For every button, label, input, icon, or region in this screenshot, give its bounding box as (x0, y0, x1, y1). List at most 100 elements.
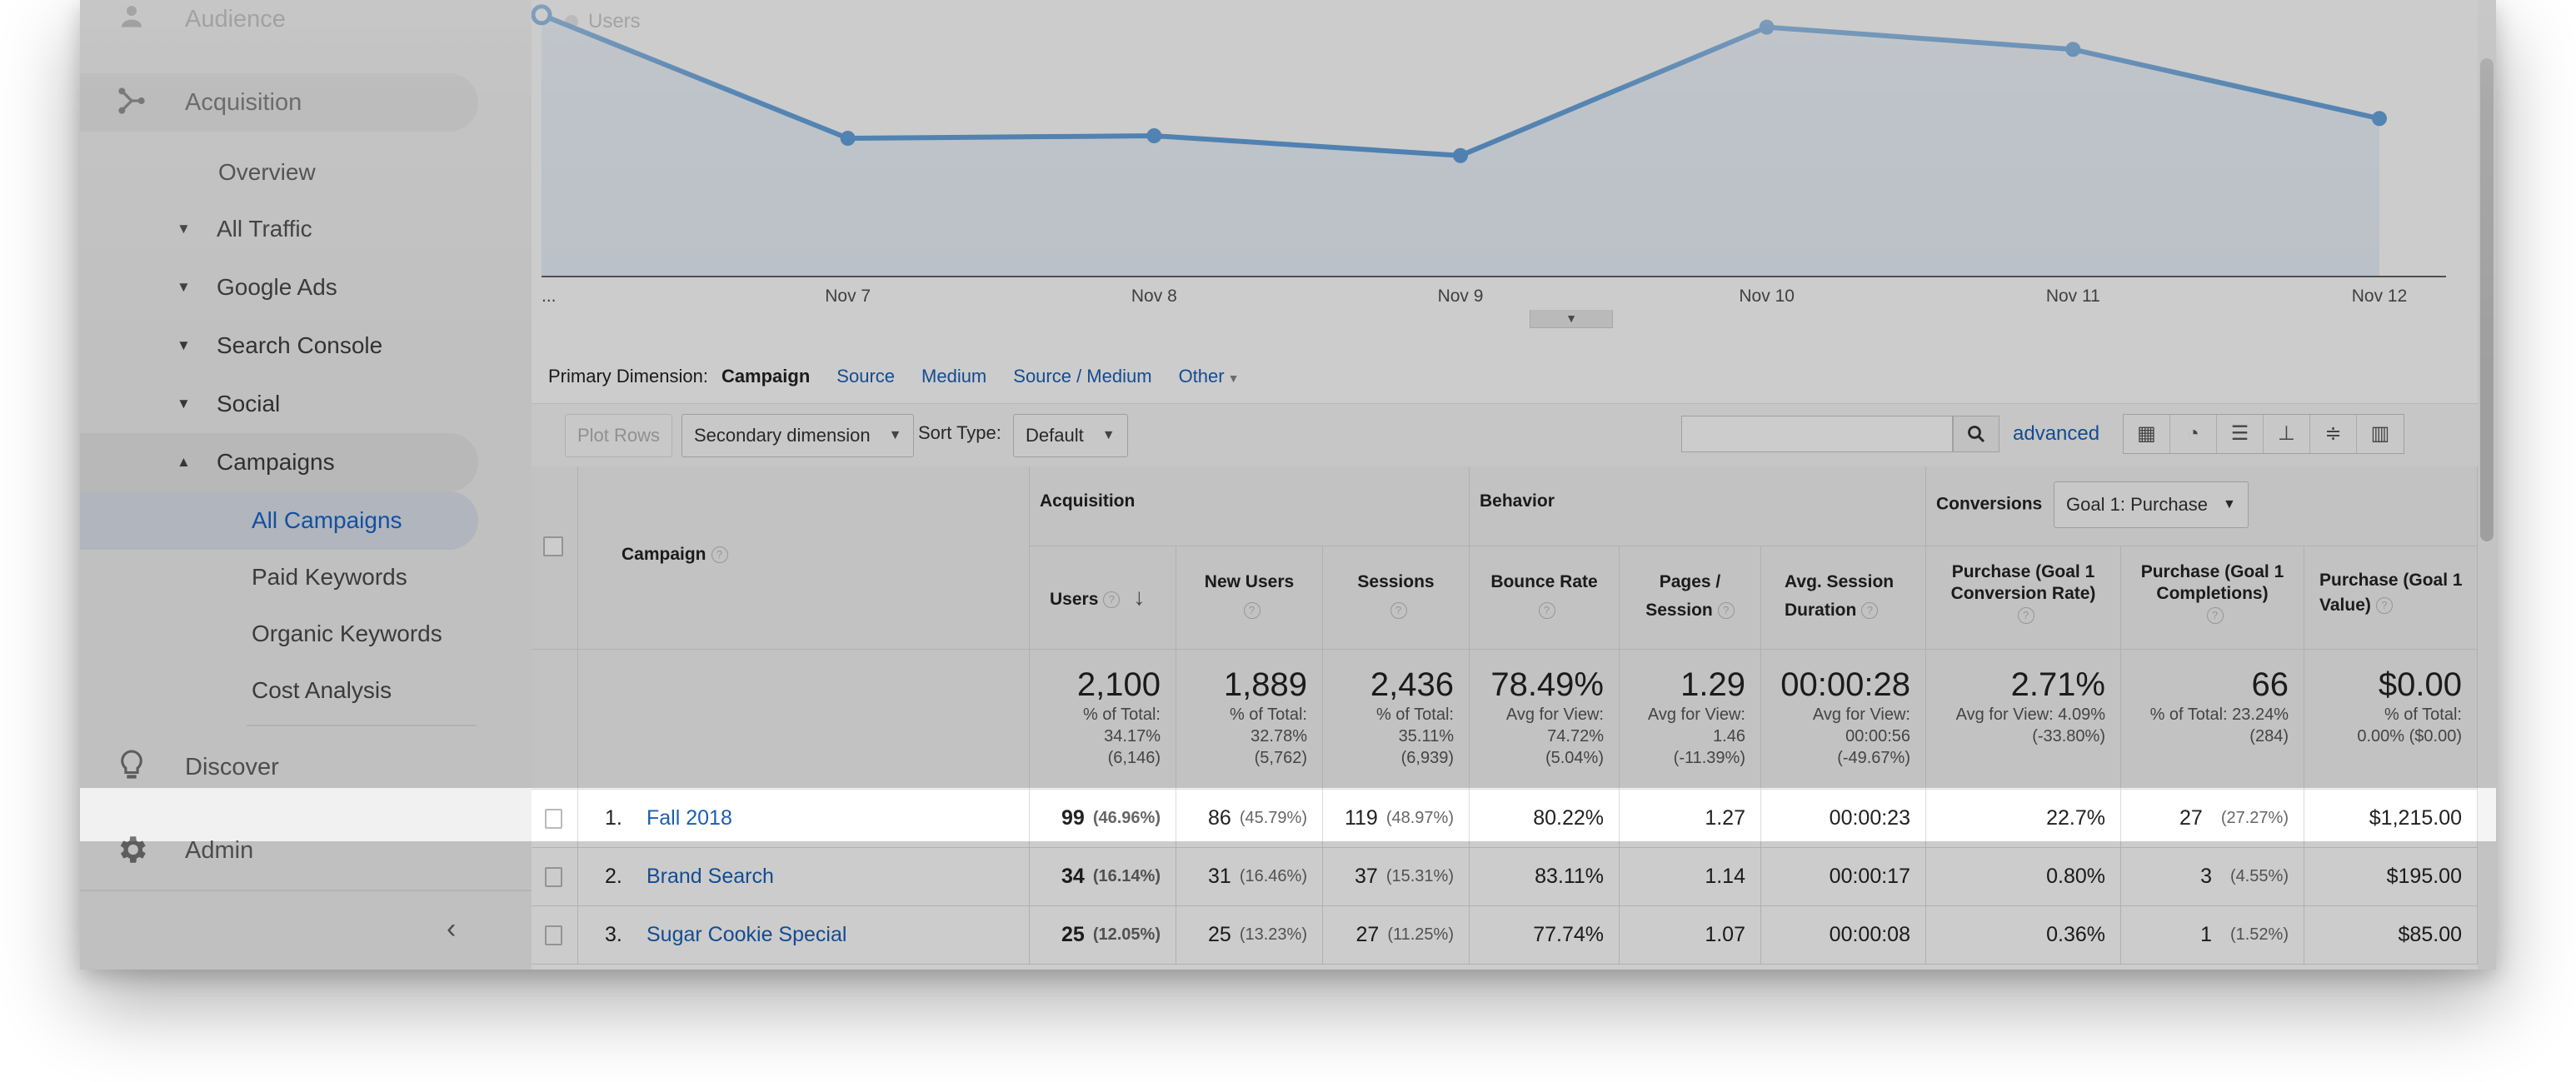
sidebar-item-search-console[interactable]: ▼ Search Console (80, 317, 478, 375)
goal-value-cell: $1,215.00 (2304, 790, 2478, 848)
row-checkbox[interactable] (545, 866, 562, 887)
dimension-other-label: Other (1178, 366, 1225, 386)
help-icon[interactable]: ? (1390, 602, 1407, 620)
goal-value-cell: $195.00 (2304, 848, 2478, 906)
goal-select[interactable]: Goal 1: Purchase ▼ (2054, 481, 2249, 528)
sort-type-select[interactable]: Default ▼ (1013, 414, 1128, 457)
completions-percent: (1.52%) (2229, 925, 2289, 944)
totals-check-cell (532, 650, 578, 790)
campaign-link[interactable]: Fall 2018 (646, 806, 732, 830)
table-view-switcher: ▦ ◔ ☰ ⊥ ≑ ▥ (2123, 414, 2404, 454)
total-conversion-rate-value: 2.71% (2010, 666, 2105, 703)
users-cell: 99 (46.96%) (1030, 790, 1176, 848)
dimension-link-source[interactable]: Source (836, 366, 896, 386)
row-checkbox[interactable] (545, 925, 562, 945)
help-icon[interactable]: ? (2375, 597, 2393, 615)
term-cloud-view-icon[interactable]: ≑ (2310, 415, 2357, 453)
total-conversion-rate-subtext: (-33.80%) (2032, 727, 2105, 745)
campaign-link[interactable]: Brand Search (646, 865, 774, 888)
pages-session-header-label: Pages / Session (1645, 572, 1721, 620)
goal-value-column-header[interactable]: Purchase (Goal 1 Value)? (2304, 546, 2478, 650)
collapse-sidebar-chevron-icon[interactable]: ‹ (447, 913, 457, 945)
chart-point[interactable] (2372, 111, 2387, 127)
sidebar-item-all-traffic[interactable]: ▼ All Traffic (80, 200, 478, 258)
pivot-view-icon[interactable]: ▥ (2370, 422, 2390, 445)
help-icon[interactable]: ? (2206, 607, 2224, 625)
dimension-link-source-medium[interactable]: Source / Medium (1013, 366, 1152, 386)
sidebar-item-cost-analysis[interactable]: Cost Analysis (80, 661, 478, 720)
scrollbar-thumb[interactable] (2480, 58, 2494, 541)
campaign-link[interactable]: Sugar Cookie Special (646, 923, 847, 946)
sessions-column-header[interactable]: Sessions? (1323, 546, 1470, 650)
chart-point[interactable] (1453, 147, 1468, 163)
sidebar-item-campaigns[interactable]: ▲ Campaigns (80, 433, 478, 491)
sessions-percent: (15.31%) (1385, 867, 1454, 885)
performance-view-icon[interactable]: ☰ (2217, 415, 2264, 453)
dimension-link-medium[interactable]: Medium (921, 366, 987, 386)
completions-percent: (4.55%) (2229, 867, 2289, 885)
sidebar-item-audience[interactable]: Audience (80, 0, 478, 48)
secondary-dimension-label: Secondary dimension (694, 425, 871, 446)
bounce-rate-column-header[interactable]: Bounce Rate? (1470, 546, 1620, 650)
sidebar-item-admin[interactable]: Admin (80, 821, 478, 880)
row-checkbox[interactable] (545, 808, 562, 829)
search-button[interactable] (1953, 416, 1999, 452)
advanced-filter-link[interactable]: advanced (2013, 422, 2100, 445)
sidebar-item-all-campaigns[interactable]: All Campaigns (80, 491, 478, 550)
sidebar-item-discover[interactable]: Discover (80, 738, 478, 796)
help-icon[interactable]: ? (1538, 602, 1555, 620)
chart-x-tick-label: Nov 10 (1739, 287, 1795, 306)
help-icon[interactable]: ? (1103, 591, 1121, 609)
goal-value-value: $195.00 (2386, 865, 2462, 888)
conversion-rate-value: 0.80% (2046, 865, 2105, 888)
conversion-rate-cell: 0.80% (1926, 848, 2121, 906)
table-search-input[interactable] (1681, 416, 1953, 452)
completions-column-header[interactable]: Purchase (Goal 1 Completions)? (2121, 546, 2304, 650)
secondary-dimension-select[interactable]: Secondary dimension ▼ (681, 414, 915, 457)
sidebar-item-label: Cost Analysis (252, 677, 392, 703)
comparison-view-icon[interactable]: ⊥ (2264, 415, 2310, 453)
bounce-rate-cell: 80.22% (1470, 790, 1620, 848)
users-column-header[interactable]: Users? ↓ (1030, 546, 1176, 650)
sidebar-item-overview[interactable]: Overview (80, 143, 478, 202)
select-all-checkbox[interactable] (543, 536, 563, 556)
sidebar-item-google-ads[interactable]: ▼ Google Ads (80, 258, 478, 317)
sidebar-item-social[interactable]: ▼ Social (80, 375, 478, 433)
new-users-column-header[interactable]: New Users? (1176, 546, 1323, 650)
pie-chart-view-icon[interactable]: ◔ (2170, 415, 2217, 453)
help-icon[interactable]: ? (1861, 602, 1879, 620)
vertical-scrollbar[interactable] (2478, 0, 2496, 970)
sidebar-item-organic-keywords[interactable]: Organic Keywords (80, 605, 478, 663)
completions-cell: 3 (4.55%) (2121, 848, 2304, 906)
chart-point[interactable] (1146, 128, 1162, 144)
avg-session-duration-value: 00:00:23 (1829, 806, 1910, 830)
chevron-down-icon: ▼ (1101, 428, 1116, 442)
sidebar-item-acquisition[interactable]: Acquisition (80, 73, 478, 132)
goal-value-cell: $85.00 (2304, 906, 2478, 965)
campaign-column-header[interactable]: Campaign? (578, 466, 1030, 650)
help-icon[interactable]: ? (1243, 602, 1261, 620)
chart-point[interactable] (840, 131, 856, 146)
help-icon[interactable]: ? (2017, 607, 2034, 625)
help-icon[interactable]: ? (711, 546, 728, 564)
avg-session-duration-column-header[interactable]: Avg. Session Duration? (1761, 546, 1926, 650)
chart-point[interactable] (532, 4, 552, 26)
pages-session-column-header[interactable]: Pages / Session? (1620, 546, 1761, 650)
goal-select-value: Goal 1: Purchase (2066, 494, 2209, 515)
total-users-subtext: % of Total: (1082, 706, 1161, 724)
conversion-rate-column-header[interactable]: Purchase (Goal 1 Conversion Rate)? (1926, 546, 2121, 650)
completions-value: 3 (2200, 865, 2212, 888)
dimension-link-other[interactable]: Other ▼ (1179, 366, 1240, 387)
total-sessions-value: 2,436 (1370, 666, 1454, 703)
users-header-label: Users (1050, 590, 1099, 609)
sidebar-item-paid-keywords[interactable]: Paid Keywords (80, 548, 478, 606)
help-icon[interactable]: ? (1717, 602, 1735, 620)
table-row: 1. Fall 2018 (578, 790, 1030, 848)
plot-rows-button[interactable]: Plot Rows (565, 414, 673, 457)
data-table-view-icon[interactable]: ▦ (2124, 415, 2170, 453)
pages-session-value: 1.14 (1705, 865, 1745, 888)
chart-point[interactable] (2065, 42, 2081, 57)
total-bounce-rate-value: 78.49% (1490, 666, 1604, 703)
chart-resize-handle[interactable]: ▼ (1530, 310, 1613, 328)
chart-point[interactable] (1759, 19, 1775, 35)
